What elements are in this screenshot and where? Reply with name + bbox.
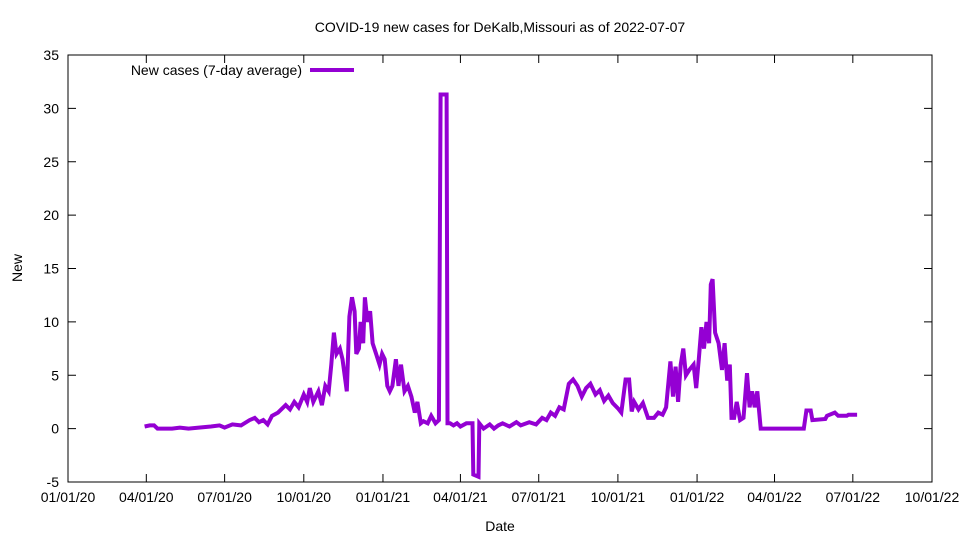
y-tick-label: 20 bbox=[43, 207, 59, 223]
x-tick-label: 07/01/21 bbox=[511, 489, 566, 505]
x-tick-label: 10/01/21 bbox=[591, 489, 646, 505]
x-tick-label: 07/01/22 bbox=[826, 489, 881, 505]
legend-label: New cases (7-day average) bbox=[131, 62, 302, 78]
x-tick-label: 01/01/22 bbox=[670, 489, 725, 505]
y-tick-label: -5 bbox=[47, 474, 60, 490]
x-tick-label: 04/01/20 bbox=[119, 489, 174, 505]
y-tick-label: 15 bbox=[43, 261, 59, 277]
y-tick-label: 35 bbox=[43, 47, 59, 63]
x-tick-label: 04/01/21 bbox=[433, 489, 488, 505]
series-line bbox=[144, 92, 858, 480]
y-tick-label: 30 bbox=[43, 100, 59, 116]
y-tick-label: 5 bbox=[51, 367, 59, 383]
x-tick-label: 10/01/20 bbox=[277, 489, 332, 505]
y-tick-label: 10 bbox=[43, 314, 59, 330]
y-axis-label: New bbox=[9, 253, 25, 282]
legend: New cases (7-day average) bbox=[131, 62, 354, 78]
x-axis-label: Date bbox=[485, 518, 515, 534]
chart-title: COVID-19 new cases for DeKalb,Missouri a… bbox=[315, 19, 686, 35]
x-tick-label: 04/01/22 bbox=[747, 489, 802, 505]
x-tick-label: 01/01/21 bbox=[356, 489, 411, 505]
y-tick-label: 0 bbox=[51, 421, 59, 437]
x-tick-label: 10/01/22 bbox=[905, 489, 960, 505]
x-tick-label: 01/01/20 bbox=[41, 489, 96, 505]
x-tick-label: 07/01/20 bbox=[197, 489, 252, 505]
plot-border bbox=[67, 54, 933, 483]
y-tick-label: 25 bbox=[43, 154, 59, 170]
